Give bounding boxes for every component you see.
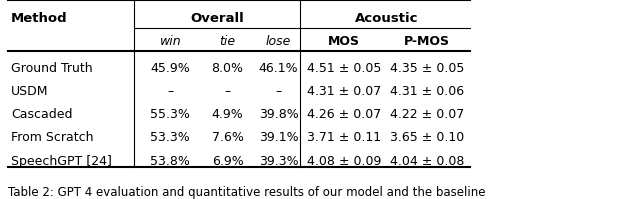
Text: tie: tie <box>220 35 236 48</box>
Text: –: – <box>275 85 282 98</box>
Text: 3.71 ± 0.11: 3.71 ± 0.11 <box>307 131 381 144</box>
Text: Ground Truth: Ground Truth <box>11 61 93 75</box>
Text: 4.04 ± 0.08: 4.04 ± 0.08 <box>390 155 464 168</box>
Text: Overall: Overall <box>190 12 244 25</box>
Text: 4.31 ± 0.06: 4.31 ± 0.06 <box>390 85 464 98</box>
Text: MOS: MOS <box>328 35 360 48</box>
Text: From Scratch: From Scratch <box>11 131 93 144</box>
Text: 53.3%: 53.3% <box>150 131 190 144</box>
Text: Method: Method <box>11 12 68 25</box>
Text: –: – <box>167 85 173 98</box>
Text: 6.9%: 6.9% <box>212 155 243 168</box>
Text: Cascaded: Cascaded <box>11 108 72 121</box>
Text: 4.9%: 4.9% <box>212 108 243 121</box>
Text: 4.51 ± 0.05: 4.51 ± 0.05 <box>307 61 381 75</box>
Text: 3.65 ± 0.10: 3.65 ± 0.10 <box>390 131 464 144</box>
Text: 53.8%: 53.8% <box>150 155 190 168</box>
Text: Acoustic: Acoustic <box>355 12 419 25</box>
Text: P-MOS: P-MOS <box>404 35 450 48</box>
Text: –: – <box>225 85 231 98</box>
Text: SpeechGPT [24]: SpeechGPT [24] <box>11 155 112 168</box>
Text: 4.35 ± 0.05: 4.35 ± 0.05 <box>390 61 464 75</box>
Text: 39.3%: 39.3% <box>259 155 298 168</box>
Text: 4.26 ± 0.07: 4.26 ± 0.07 <box>307 108 381 121</box>
Text: Table 2: GPT 4 evaluation and quantitative results of our model and the baseline: Table 2: GPT 4 evaluation and quantitati… <box>8 186 485 199</box>
Text: 46.1%: 46.1% <box>259 61 298 75</box>
Text: 39.1%: 39.1% <box>259 131 298 144</box>
Text: 7.6%: 7.6% <box>212 131 244 144</box>
Text: 55.3%: 55.3% <box>150 108 190 121</box>
Text: 45.9%: 45.9% <box>150 61 190 75</box>
Text: win: win <box>159 35 181 48</box>
Text: 4.31 ± 0.07: 4.31 ± 0.07 <box>307 85 381 98</box>
Text: 4.22 ± 0.07: 4.22 ± 0.07 <box>390 108 464 121</box>
Text: 39.8%: 39.8% <box>259 108 298 121</box>
Text: 8.0%: 8.0% <box>212 61 244 75</box>
Text: lose: lose <box>266 35 291 48</box>
Text: USDM: USDM <box>11 85 49 98</box>
Text: 4.08 ± 0.09: 4.08 ± 0.09 <box>307 155 381 168</box>
